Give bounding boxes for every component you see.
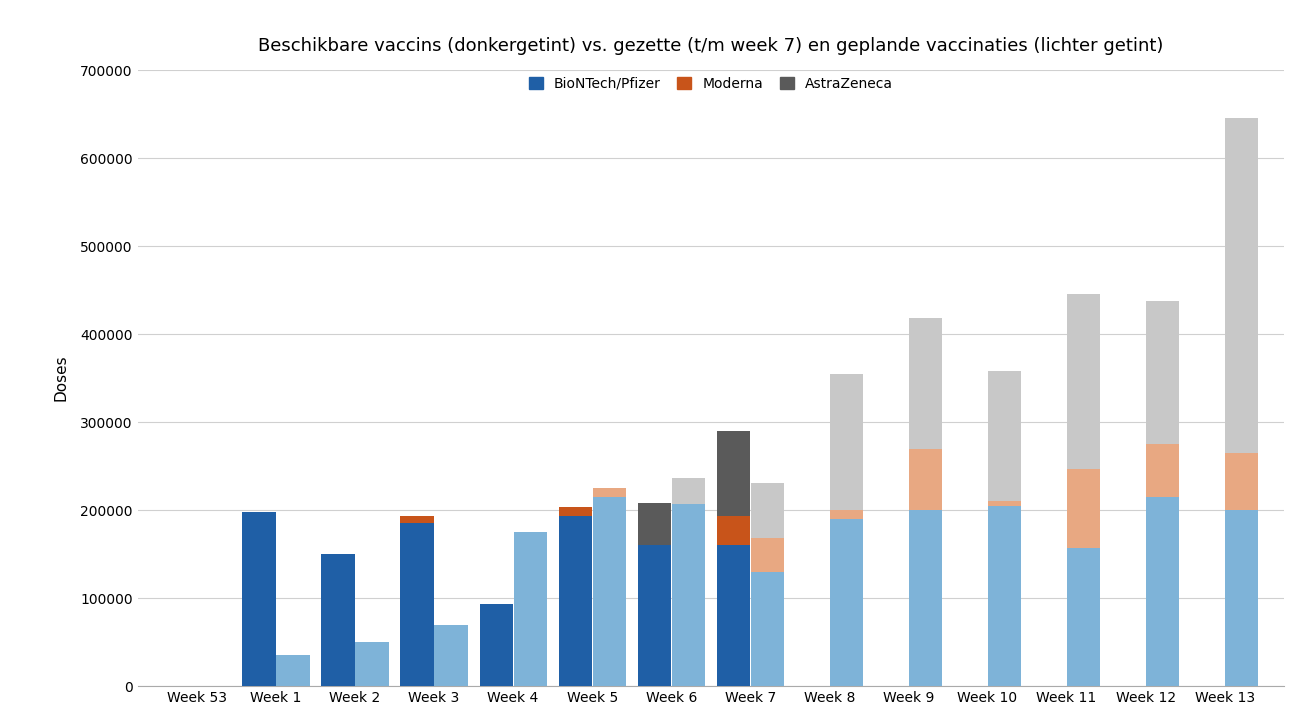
Bar xyxy=(909,449,942,510)
Bar xyxy=(559,516,592,686)
Bar xyxy=(592,497,626,686)
Bar xyxy=(989,371,1021,501)
Bar xyxy=(751,483,783,539)
Bar xyxy=(434,624,468,686)
Bar xyxy=(1225,119,1259,453)
Bar xyxy=(989,501,1021,505)
Bar xyxy=(830,510,863,519)
Bar xyxy=(400,516,434,523)
Bar xyxy=(1146,444,1179,497)
Title: Beschikbare vaccins (donkergetint) vs. gezette (t/m week 7) en geplande vaccinat: Beschikbare vaccins (donkergetint) vs. g… xyxy=(259,37,1164,55)
Bar xyxy=(243,512,275,686)
Bar xyxy=(513,532,547,686)
Y-axis label: Doses: Doses xyxy=(55,355,69,402)
Bar xyxy=(277,655,309,686)
Bar xyxy=(717,516,750,545)
Bar xyxy=(592,488,626,497)
Bar xyxy=(1066,469,1100,548)
Bar xyxy=(909,510,942,686)
Bar xyxy=(1146,497,1179,686)
Bar xyxy=(400,523,434,686)
Bar xyxy=(672,477,705,504)
Bar xyxy=(1146,301,1179,444)
Bar xyxy=(717,545,750,686)
Bar xyxy=(1225,453,1259,510)
Bar xyxy=(559,508,592,516)
Bar xyxy=(1066,294,1100,469)
Bar xyxy=(356,642,388,686)
Bar xyxy=(830,519,863,686)
Bar xyxy=(909,318,942,449)
Bar xyxy=(717,431,750,516)
Bar xyxy=(672,504,705,686)
Bar xyxy=(479,604,513,686)
Bar xyxy=(989,505,1021,686)
Bar xyxy=(751,539,783,572)
Bar xyxy=(638,545,670,686)
Bar xyxy=(830,374,863,510)
Legend: BioNTech/Pfizer, Moderna, AstraZeneca: BioNTech/Pfizer, Moderna, AstraZeneca xyxy=(529,77,892,91)
Bar xyxy=(638,503,670,545)
Bar xyxy=(1066,548,1100,686)
Bar xyxy=(1225,510,1259,686)
Bar xyxy=(321,554,355,686)
Bar xyxy=(751,572,783,686)
